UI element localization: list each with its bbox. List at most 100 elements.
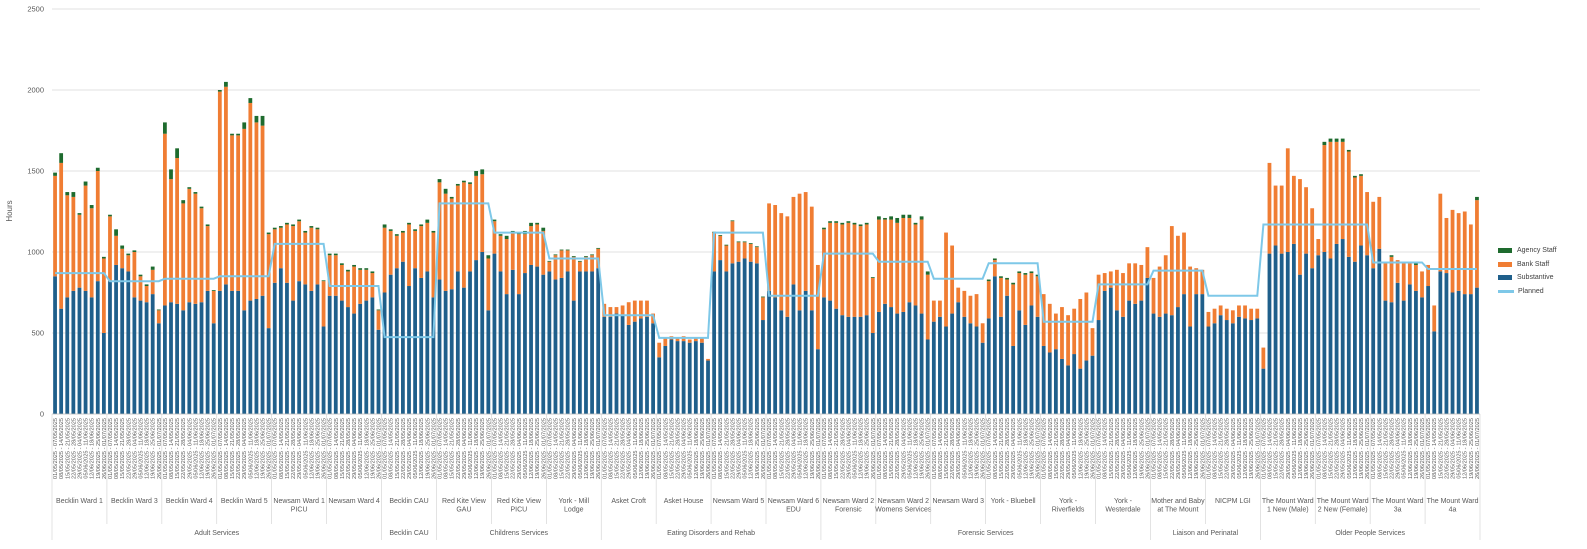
x-period-label: 15/05/2025 - 21/05/2025: [65, 418, 71, 479]
bar-bank: [431, 232, 436, 298]
bar-substantive: [285, 282, 289, 414]
bar-substantive: [1462, 294, 1467, 414]
bar-agency: [1389, 255, 1394, 257]
bar-substantive: [1371, 268, 1376, 414]
bar-bank: [968, 295, 973, 324]
legend-label-bank: Bank Staff: [1517, 260, 1550, 268]
bar-bank: [394, 235, 399, 269]
bar-agency: [535, 222, 540, 225]
bar-bank: [126, 255, 131, 272]
x-period-label: 26/06/2025 - 01/07/2025: [651, 418, 657, 479]
bar-substantive: [541, 274, 546, 414]
bar-substantive: [1383, 300, 1388, 414]
bar-bank: [736, 242, 741, 262]
x-period-label: 22/05/2025 - 28/05/2025: [1005, 418, 1011, 479]
bar-bank: [1194, 268, 1199, 295]
x-period-label: 26/06/2025 - 01/07/2025: [376, 418, 382, 479]
bar-substantive: [938, 316, 942, 414]
x-period-label: 08/05/2025 - 14/05/2025: [59, 418, 65, 479]
bar-agency: [59, 153, 64, 163]
bar-bank: [1291, 175, 1296, 244]
ward-label-line: The Mount Ward: [1372, 498, 1424, 505]
bar-substantive: [1157, 316, 1162, 414]
bar-agency: [541, 227, 546, 231]
bar-substantive: [1066, 365, 1070, 414]
bar-bank: [309, 227, 314, 291]
x-period-label: 22/05/2025 - 28/05/2025: [291, 418, 297, 479]
x-period-label: 26/06/2025 - 01/07/2025: [1255, 418, 1261, 479]
bar-bank: [492, 221, 497, 254]
ward-label-line: The Mount Ward: [1262, 498, 1314, 505]
bar-bank: [1432, 305, 1437, 332]
bar-substantive: [962, 316, 967, 414]
bar-substantive: [565, 271, 570, 414]
bar-substantive: [1255, 318, 1260, 414]
x-period-label: 19/06/2025 - 25/06/2025: [1304, 418, 1310, 479]
bar-bank: [535, 224, 540, 267]
bar-bank: [114, 235, 118, 265]
ward-label-line: Westerdale: [1105, 507, 1140, 514]
bar-bank: [333, 255, 338, 296]
bar-bank: [675, 337, 680, 342]
bar-substantive: [1218, 315, 1223, 414]
x-period-label: 22/05/2025 - 28/05/2025: [511, 418, 517, 479]
x-period-label: 05/06/2025 - 11/06/2025: [523, 418, 529, 479]
bar-agency: [870, 277, 875, 278]
bar-bank: [77, 214, 82, 288]
bar-agency: [169, 169, 173, 180]
x-period-label: 05/06/2025 - 11/06/2025: [1237, 418, 1243, 479]
bar-substantive: [852, 316, 857, 414]
bar-bank: [1462, 211, 1467, 295]
x-period-label: 29/05/2025 - 04/06/2025: [1451, 418, 1457, 479]
bar-agency: [883, 217, 887, 220]
x-period-label: 19/06/2025 - 25/06/2025: [975, 418, 981, 479]
bar-substantive: [89, 297, 94, 414]
bar-agency: [736, 241, 741, 243]
ward-label-line: 4a: [1449, 507, 1457, 514]
x-period-label: 19/06/2025 - 25/06/2025: [315, 418, 321, 479]
ward-label-line: Becklin CAU: [389, 498, 428, 505]
bar-substantive: [193, 303, 198, 414]
x-period-label: 01/05/2025 - 07/05/2025: [163, 418, 169, 479]
x-period-label: 08/05/2025 - 14/05/2025: [773, 418, 779, 479]
bar-substantive: [913, 305, 918, 414]
bar-agency: [71, 192, 76, 197]
bar-substantive: [761, 320, 765, 414]
legend-label-planned: Planned: [1518, 287, 1544, 295]
x-period-label: 12/06/2025 - 18/06/2025: [1188, 418, 1194, 479]
x-period-label: 19/06/2025 - 25/06/2025: [590, 418, 596, 479]
bar-substantive: [468, 271, 472, 414]
bar-bank: [1029, 273, 1034, 306]
x-period-label: 08/05/2025 - 14/05/2025: [718, 418, 724, 479]
bar-bank: [1261, 347, 1266, 369]
x-period-label: 01/05/2025 - 07/05/2025: [1206, 418, 1212, 479]
bar-substantive: [748, 261, 753, 414]
bar-bank: [504, 239, 509, 295]
bar-substantive: [181, 310, 186, 414]
x-period-label: 22/05/2025 - 28/05/2025: [1060, 418, 1066, 479]
bar-bank: [1273, 185, 1278, 246]
x-period-label: 05/06/2025 - 11/06/2025: [1457, 418, 1463, 479]
x-period-label: 01/05/2025 - 07/05/2025: [877, 418, 883, 479]
bar-bank: [1237, 305, 1241, 317]
x-period-label: 08/05/2025 - 14/05/2025: [1213, 418, 1219, 479]
bar-substantive: [1353, 261, 1357, 414]
bar-substantive: [767, 290, 771, 414]
bar-bank: [1328, 141, 1333, 259]
ward-label-line: Lodge: [564, 507, 584, 514]
bar-agency: [321, 280, 326, 282]
bar-substantive: [553, 279, 558, 414]
x-period-label: 01/05/2025 - 07/05/2025: [1152, 418, 1158, 479]
x-period-label: 01/05/2025 - 07/05/2025: [328, 418, 334, 479]
bar-bank: [455, 185, 460, 272]
bar-substantive: [602, 316, 607, 414]
x-period-label: 29/05/2025 - 04/06/2025: [1231, 418, 1237, 479]
bar-bank: [529, 226, 533, 265]
bar-agency: [864, 222, 869, 225]
bar-bank: [754, 247, 759, 264]
bar-agency: [724, 244, 729, 246]
bar-bank: [907, 217, 912, 303]
bar-bank: [181, 203, 186, 311]
bar-bank: [278, 227, 283, 269]
